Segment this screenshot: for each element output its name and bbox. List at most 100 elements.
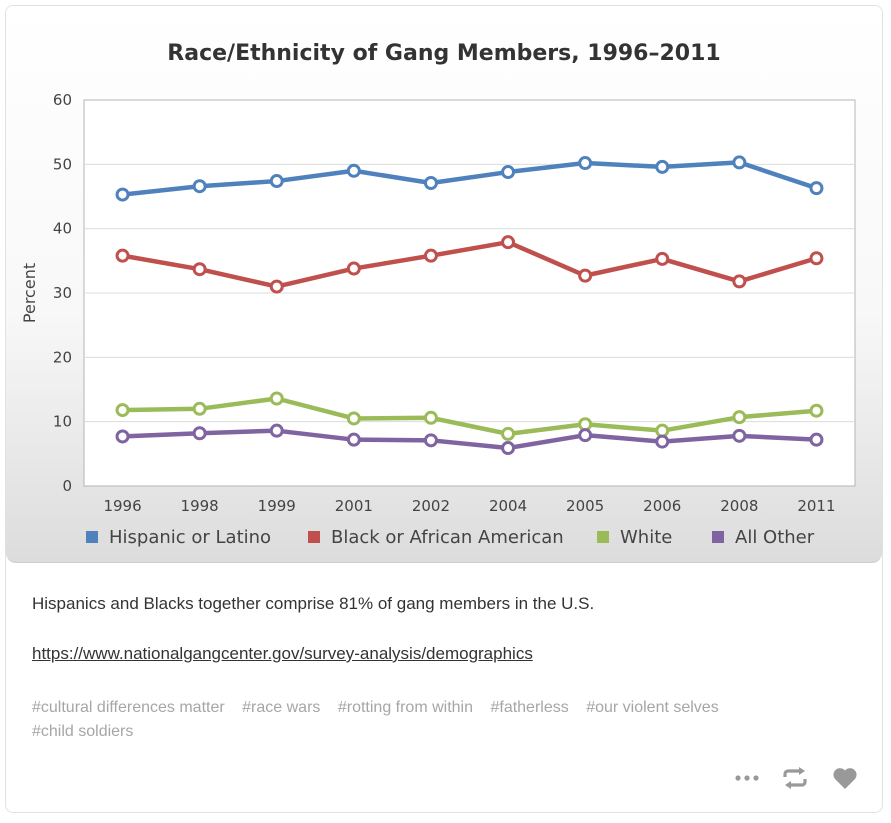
data-point [655, 423, 670, 438]
x-tick-label: 1999 [258, 497, 296, 515]
data-point [578, 428, 593, 443]
data-point [578, 156, 593, 171]
data-point [578, 268, 593, 283]
series-hispanic-or-latino [115, 155, 824, 202]
tag-list: #cultural differences matter #race wars … [32, 696, 832, 744]
y-tick-label: 40 [53, 220, 72, 238]
data-point [269, 279, 284, 294]
data-point [269, 391, 284, 406]
tag[interactable]: #race wars [242, 699, 321, 716]
chart-card: Race/Ethnicity of Gang Members, 1996–201… [6, 6, 882, 563]
legend-label: White [620, 527, 672, 548]
legend-item: Hispanic or Latino [86, 527, 271, 548]
like-button[interactable] [830, 764, 860, 792]
series-black-or-african-american [115, 235, 824, 294]
data-point [732, 274, 747, 289]
data-point [809, 251, 824, 266]
data-point [655, 434, 670, 449]
more-button[interactable] [732, 764, 762, 792]
series-line [122, 160, 818, 197]
legend-label: Black or African American [331, 527, 564, 548]
data-point [192, 401, 207, 416]
data-point [192, 426, 207, 441]
data-point [346, 411, 361, 426]
data-point [346, 163, 361, 178]
x-tick-label: 1996 [103, 497, 141, 515]
y-tick-label: 50 [53, 155, 72, 173]
series-layer [115, 155, 824, 456]
y-tick-label: 0 [62, 477, 72, 495]
data-point [809, 181, 824, 196]
tag[interactable]: #cultural differences matter [32, 699, 225, 716]
data-point [423, 175, 438, 190]
data-point [501, 165, 516, 180]
y-tick-label: 10 [53, 413, 72, 431]
series-white [115, 391, 824, 441]
x-tick-label: 2001 [335, 497, 373, 515]
source-link[interactable]: https://www.nationalgangcenter.gov/surve… [32, 644, 533, 663]
legend: Hispanic or Latino Black or African Ameri… [86, 527, 815, 548]
data-point [655, 251, 670, 266]
data-point [115, 429, 130, 444]
data-point [423, 410, 438, 425]
data-point [501, 426, 516, 441]
data-point [192, 179, 207, 194]
legend-item: Black or African American [308, 527, 564, 548]
legend-swatch [712, 531, 724, 543]
data-point [423, 248, 438, 263]
post-card: Race/Ethnicity of Gang Members, 1996–201… [5, 5, 883, 813]
data-point [115, 248, 130, 263]
x-tick-label: 1998 [181, 497, 219, 515]
x-tick-label: 2004 [489, 497, 527, 515]
data-point [809, 432, 824, 447]
y-axis-label: Percent [20, 263, 39, 323]
x-tick-label: 2006 [643, 497, 681, 515]
legend-swatch [597, 531, 609, 543]
data-point [346, 432, 361, 447]
post-caption: Hispanics and Blacks together comprise 8… [32, 594, 595, 613]
data-point [732, 155, 747, 170]
legend-item: White [597, 527, 672, 548]
data-point [655, 159, 670, 174]
y-tick-label: 20 [53, 348, 72, 366]
x-tick-label: 2011 [797, 497, 835, 515]
data-point [115, 403, 130, 418]
reblog-icon [783, 767, 807, 789]
y-tick-label: 30 [53, 284, 72, 302]
data-point [501, 235, 516, 250]
data-point [346, 261, 361, 276]
series-line [122, 396, 817, 437]
data-point [732, 410, 747, 425]
series-all-other [115, 423, 824, 456]
legend-item: All Other [712, 527, 815, 548]
line-chart: Race/Ethnicity of Gang Members, 1996–201… [20, 41, 856, 548]
data-point [269, 423, 284, 438]
data-point [578, 417, 593, 432]
legend-swatch [308, 531, 320, 543]
series-line [122, 428, 817, 451]
legend-label: Hispanic or Latino [109, 527, 271, 548]
data-point [423, 433, 438, 448]
y-tick-label: 60 [53, 91, 72, 109]
x-tick-label: 2005 [566, 497, 604, 515]
legend-swatch [86, 531, 98, 543]
data-point [115, 187, 130, 202]
x-axis-ticks: 1996 1998 1999 2001 2002 2004 2005 2006 2008 2011 [103, 497, 835, 515]
data-point [192, 262, 207, 277]
chart-title: Race/Ethnicity of Gang Members, 1996–201… [167, 41, 720, 66]
x-tick-label: 2002 [412, 497, 450, 515]
data-point [501, 441, 516, 456]
legend-label: All Other [735, 527, 815, 548]
data-point [809, 403, 824, 418]
data-point [269, 174, 284, 189]
heart-icon [833, 768, 857, 789]
reblog-button[interactable] [780, 764, 810, 792]
tag[interactable]: #rotting from within [337, 699, 474, 716]
data-point [732, 428, 747, 443]
series-line [122, 239, 818, 289]
more-dots-icon [735, 775, 759, 781]
y-axis-ticks: 0 10 20 30 40 50 60 [53, 91, 72, 495]
tag[interactable]: #fatherless [490, 699, 569, 716]
tag[interactable]: #child soldiers [32, 723, 134, 740]
tag[interactable]: #our violent selves [586, 699, 719, 716]
